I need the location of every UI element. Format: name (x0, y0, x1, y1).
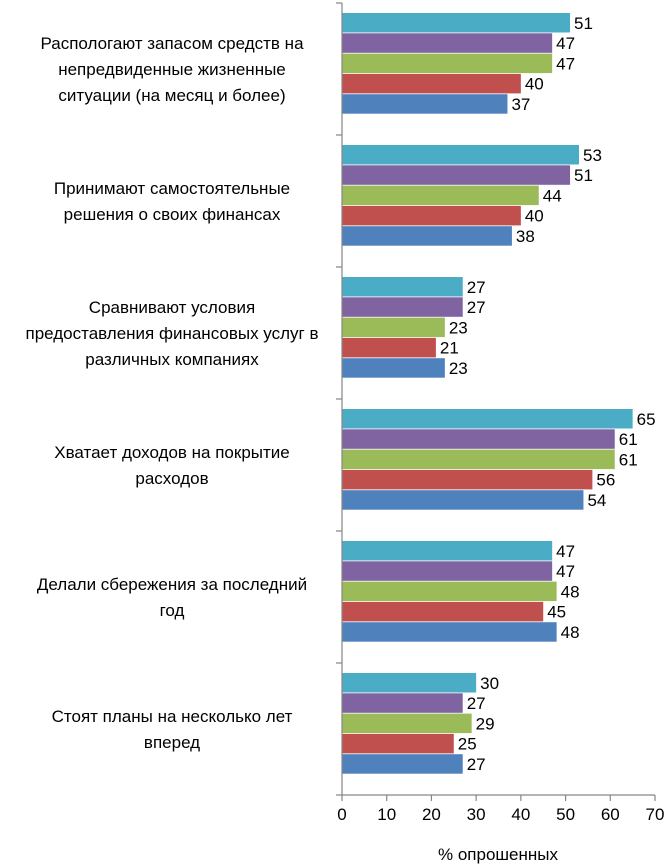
data-label-1-2: 47 (556, 34, 575, 53)
data-label-6-1: 30 (480, 674, 499, 693)
x-tick-label-10: 10 (377, 805, 396, 824)
data-label-5-1: 47 (556, 542, 575, 561)
category-label-2: Принимают самостоятельные решения о своих… (54, 179, 290, 224)
data-label-1-3: 47 (556, 54, 575, 73)
x-tick-label-40: 40 (511, 805, 530, 824)
bar-1-4 (342, 73, 521, 94)
data-label-4-1: 65 (637, 410, 656, 429)
bar-4-4 (342, 469, 593, 490)
category-label-line: вперед (144, 733, 200, 752)
data-label-6-4: 25 (458, 735, 477, 754)
x-tick-label-30: 30 (467, 805, 486, 824)
bars: 5147474037535144403827272321236561615654… (342, 13, 656, 774)
axes: 0 10 20 30 40 50 60 70 (336, 2, 665, 824)
x-tick-label-60: 60 (601, 805, 620, 824)
bar-4-2 (342, 429, 615, 449)
bar-2-2 (342, 165, 571, 185)
data-label-3-1: 27 (467, 278, 486, 297)
category-label-line: Стоят планы на несколько лет (52, 707, 293, 726)
bar-6-1 (342, 673, 477, 693)
category-label-line: Сравнивают условия (89, 298, 255, 317)
bar-6-3 (342, 713, 472, 734)
data-label-4-5: 54 (587, 491, 606, 510)
x-tick-label-20: 20 (422, 805, 441, 824)
category-labels: Распологают запасом средств на непредвиде… (25, 34, 318, 752)
category-label-4: Хватает доходов на покрытие расходов (54, 443, 290, 488)
category-label-1: Распологают запасом средств на непредвиде… (40, 34, 304, 105)
bar-2-4 (342, 205, 521, 226)
bar-5-5 (342, 622, 557, 642)
category-label-line: решения о своих финансах (64, 205, 281, 224)
category-label-line: расходов (135, 469, 208, 488)
bar-1-1 (342, 13, 571, 33)
data-label-2-3: 44 (543, 186, 562, 205)
data-label-6-3: 29 (476, 714, 495, 733)
data-label-1-1: 51 (574, 14, 593, 33)
bar-5-4 (342, 601, 544, 622)
bar-1-3 (342, 53, 553, 74)
bar-1-2 (342, 33, 553, 53)
bar-5-3 (342, 581, 557, 602)
category-label-line: непредвиденные жизненные (58, 60, 286, 79)
data-label-4-4: 56 (596, 471, 615, 490)
category-label-line: предоставления финансовых услуг в (25, 324, 318, 343)
data-label-1-5: 37 (511, 95, 530, 114)
bar-3-3 (342, 317, 445, 338)
category-label-3: Сравнивают условия предоставления финансо… (25, 298, 318, 369)
category-label-line: Принимают самостоятельные (54, 179, 290, 198)
category-label-5: Делали сбережения за последний год (37, 575, 307, 620)
bar-3-4 (342, 337, 436, 358)
bar-5-2 (342, 561, 553, 581)
data-label-2-4: 40 (525, 207, 544, 226)
bar-2-5 (342, 226, 512, 246)
data-label-2-1: 53 (583, 146, 602, 165)
x-tick-label-50: 50 (556, 805, 575, 824)
bar-1-5 (342, 94, 508, 114)
data-label-6-5: 27 (467, 755, 486, 774)
data-label-5-5: 48 (561, 623, 580, 642)
data-label-5-4: 45 (547, 603, 566, 622)
bar-3-5 (342, 358, 445, 378)
bar-6-5 (342, 754, 463, 774)
data-label-4-3: 61 (619, 450, 638, 469)
x-tick-label-70: 70 (646, 805, 665, 824)
bar-4-1 (342, 409, 633, 429)
category-label-line: ситуации (на месяц и более) (58, 86, 285, 105)
category-label-line: Хватает доходов на покрытие (54, 443, 290, 462)
bar-2-1 (342, 145, 579, 165)
data-label-2-5: 38 (516, 227, 535, 246)
category-label-line: Распологают запасом средств на (40, 34, 304, 53)
data-label-3-4: 21 (440, 339, 459, 358)
bar-6-2 (342, 693, 463, 713)
x-axis-title: % опрошенных (438, 845, 558, 864)
category-label-line: год (160, 601, 185, 620)
bar-2-3 (342, 185, 539, 206)
data-label-3-3: 23 (449, 318, 468, 337)
data-label-1-4: 40 (525, 75, 544, 94)
category-label-line: Делали сбережения за последний (37, 575, 307, 594)
data-label-5-2: 47 (556, 562, 575, 581)
data-label-5-3: 48 (561, 582, 580, 601)
data-label-3-2: 27 (467, 298, 486, 317)
bar-6-4 (342, 733, 454, 754)
bar-4-3 (342, 449, 615, 470)
bar-4-5 (342, 490, 584, 510)
data-label-2-2: 51 (574, 166, 593, 185)
category-label-line: различных компаниях (85, 350, 259, 369)
bar-3-2 (342, 297, 463, 317)
data-label-4-2: 61 (619, 430, 638, 449)
bar-3-1 (342, 277, 463, 297)
x-tick-label-0: 0 (337, 805, 346, 824)
data-label-6-2: 27 (467, 694, 486, 713)
data-label-3-5: 23 (449, 359, 468, 378)
category-label-6: Стоят планы на несколько лет вперед (52, 707, 293, 752)
bar-5-1 (342, 541, 553, 561)
